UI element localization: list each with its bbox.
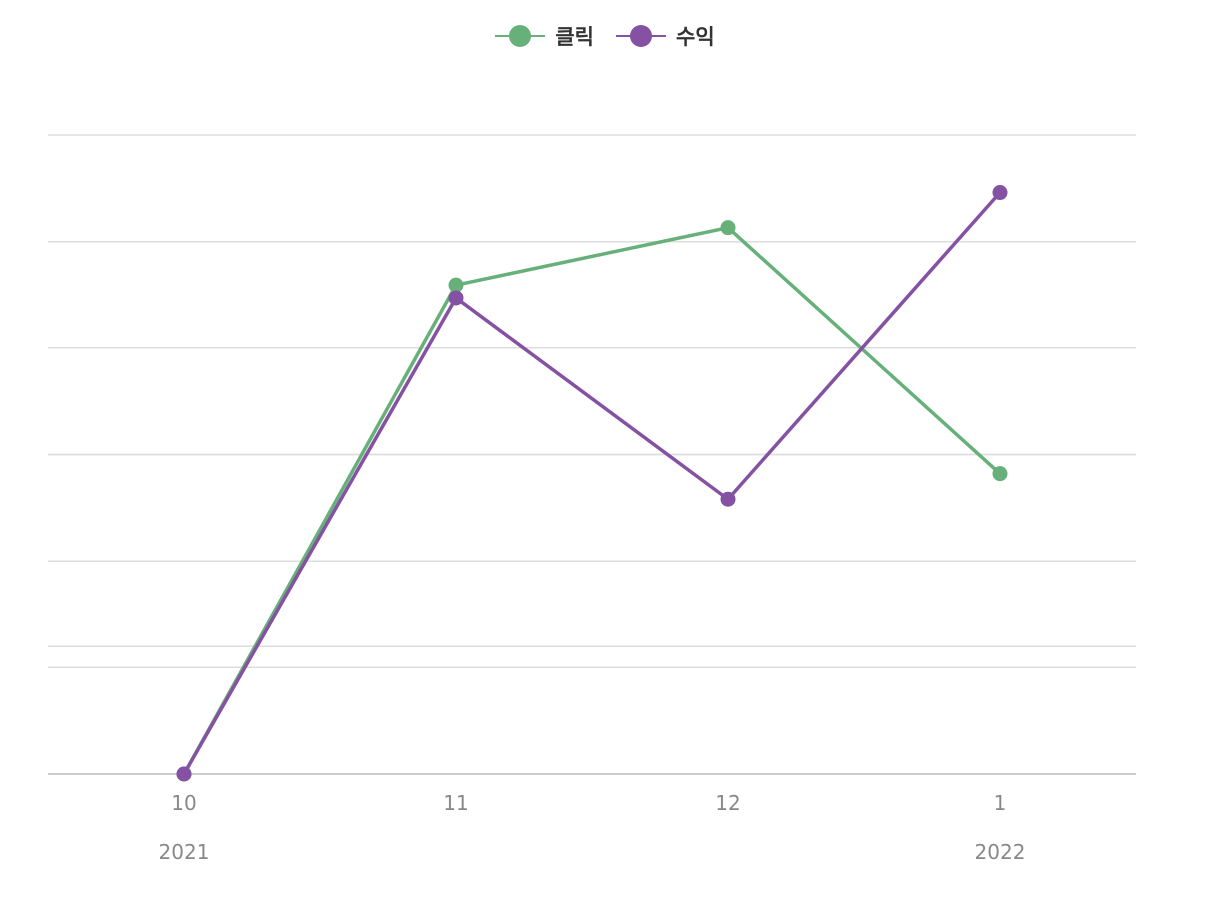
legend-item-clicks[interactable]: 클릭: [495, 21, 594, 51]
data-point-revenue[interactable]: [448, 290, 464, 306]
legend: 클릭 수익: [0, 18, 1210, 54]
gridlines: [48, 134, 1136, 669]
legend-swatch-clicks: [495, 24, 546, 48]
legend-label-clicks: 클릭: [555, 25, 594, 49]
series-line-revenue: [182, 191, 1002, 775]
data-point-revenue[interactable]: [720, 491, 736, 507]
x-tick-label: 10: [171, 791, 196, 815]
series-line-clicks: [182, 225, 1002, 775]
data-point-clicks[interactable]: [720, 220, 736, 236]
x-year-label: 2022: [975, 840, 1026, 864]
legend-label-revenue: 수익: [676, 25, 715, 49]
x-axis-tick-labels: 10 11 12 1: [171, 791, 1006, 815]
legend-dot-revenue: [630, 25, 652, 47]
x-tick-label: 1: [994, 791, 1007, 815]
legend-dot-clicks: [509, 25, 532, 47]
series-points: [176, 185, 1008, 782]
data-point-revenue[interactable]: [992, 185, 1008, 201]
data-point-clicks[interactable]: [448, 277, 464, 293]
data-point-clicks[interactable]: [992, 466, 1008, 482]
x-year-label: 2021: [159, 840, 210, 864]
series-lines: [182, 191, 1002, 775]
x-tick-label: 12: [715, 791, 740, 815]
x-axis-year-labels: 2021 2022: [159, 840, 1026, 864]
legend-swatch-revenue: [616, 24, 666, 48]
legend-item-revenue[interactable]: 수익: [616, 21, 715, 51]
data-point-revenue[interactable]: [176, 766, 192, 782]
x-tick-label: 11: [443, 791, 468, 815]
